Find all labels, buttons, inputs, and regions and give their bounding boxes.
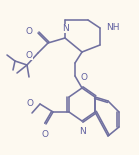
Text: O: O <box>26 27 33 36</box>
Text: O: O <box>81 73 88 82</box>
Text: O: O <box>27 100 34 108</box>
Text: N: N <box>80 127 86 136</box>
Text: O: O <box>42 130 49 139</box>
Text: N: N <box>63 24 69 33</box>
Text: O: O <box>26 51 33 60</box>
Text: NH: NH <box>106 22 120 31</box>
